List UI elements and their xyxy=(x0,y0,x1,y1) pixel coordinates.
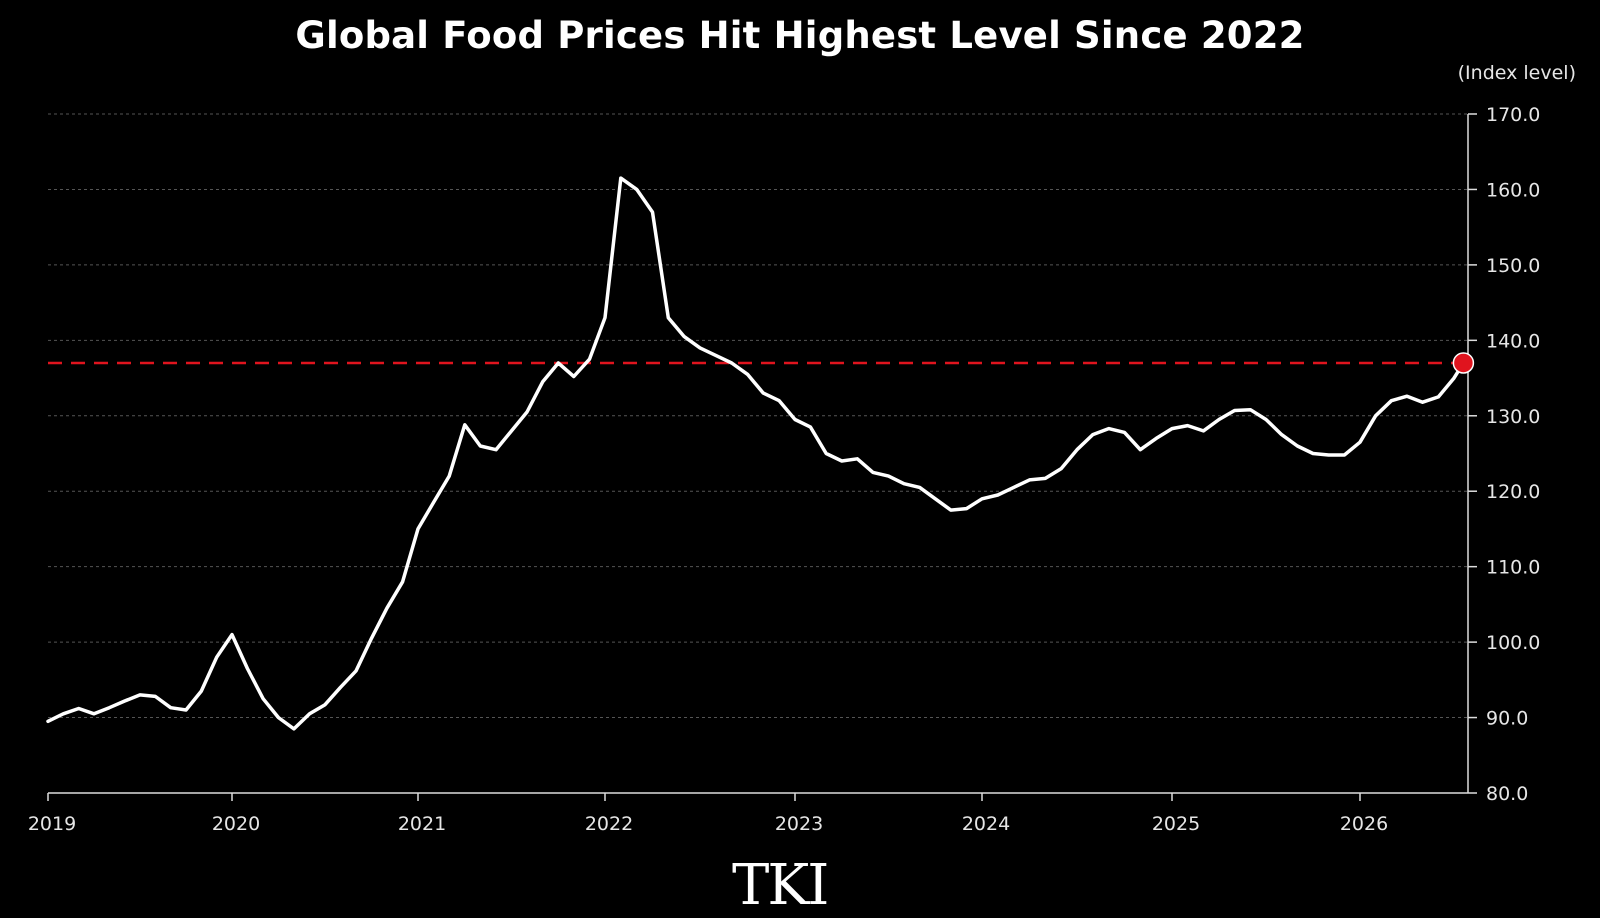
y-axis-unit-label: (Index level) xyxy=(1457,62,1576,84)
gridlines xyxy=(48,113,1468,719)
series-layer xyxy=(46,176,1466,731)
series-line xyxy=(46,176,1466,731)
x-tick-label: 2024 xyxy=(962,813,1010,835)
x-tick-label: 2021 xyxy=(398,813,446,835)
y-tick-label: 120.0 xyxy=(1486,481,1540,503)
y-tick-label: 110.0 xyxy=(1486,557,1540,579)
highlight-layer xyxy=(1452,352,1475,374)
y-tick-label: 130.0 xyxy=(1486,406,1540,428)
x-tick-label: 2023 xyxy=(775,813,823,835)
y-tick-label: 150.0 xyxy=(1486,255,1540,277)
y-tick-labels: 170.0 160.0 150.0 140.0 130.0 120.0 110.0 100.0… xyxy=(1486,104,1540,805)
y-tick-label: 170.0 xyxy=(1486,104,1540,126)
x-tick-labels: 2019 2020 2021 2022 2023 2024 2025 2026 xyxy=(28,813,1388,835)
highlight-point xyxy=(1452,352,1475,374)
x-tick-label: 2022 xyxy=(585,813,633,835)
x-tick-label: 2020 xyxy=(212,813,260,835)
y-tick-label: 160.0 xyxy=(1486,179,1540,201)
y-tick-label: 100.0 xyxy=(1486,632,1540,654)
axes xyxy=(47,113,1477,801)
x-tick-label: 2026 xyxy=(1340,813,1388,835)
y-tick-label: 140.0 xyxy=(1486,330,1540,352)
x-tick-label: 2019 xyxy=(28,813,76,835)
chart-title: Global Food Prices Hit Highest Level Sin… xyxy=(295,14,1305,57)
x-tick-label: 2025 xyxy=(1152,813,1200,835)
watermark-logo: TKI xyxy=(732,853,829,918)
y-tick-label: 80.0 xyxy=(1486,783,1528,805)
y-tick-label: 90.0 xyxy=(1486,708,1528,730)
